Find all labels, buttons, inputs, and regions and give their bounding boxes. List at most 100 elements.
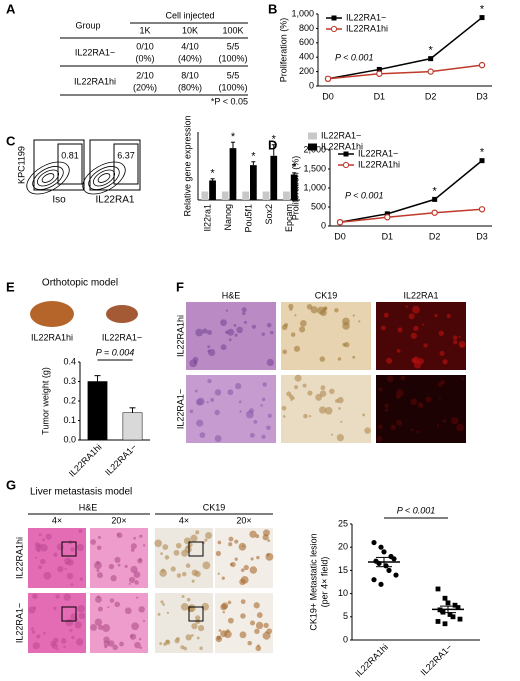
contour: [41, 173, 55, 183]
flow-plot: [33, 139, 85, 191]
texture: [319, 390, 327, 397]
texture: [191, 634, 194, 637]
series-line: [339, 208, 483, 223]
texture: [207, 379, 212, 384]
texture: [338, 407, 341, 410]
texture: [96, 545, 102, 551]
texture: [306, 304, 313, 310]
texture: [36, 634, 41, 639]
texture: [380, 325, 386, 331]
table-cell: 8/10: [181, 70, 199, 80]
texture: [142, 619, 146, 623]
texture: [195, 530, 200, 535]
contour: [32, 166, 64, 190]
bar: [283, 191, 290, 200]
texture: [217, 540, 222, 545]
point: [384, 211, 390, 217]
texture: [194, 389, 198, 393]
table-cell: (100%): [218, 82, 247, 92]
texture: [423, 343, 428, 348]
texture: [229, 563, 233, 566]
y-tick-label: 5: [343, 611, 348, 621]
texture: [247, 640, 252, 646]
texture: [242, 311, 246, 316]
texture: [446, 314, 451, 319]
texture: [228, 542, 233, 547]
texture: [180, 603, 189, 611]
texture: [138, 606, 145, 613]
texture: [166, 611, 170, 615]
texture: [294, 374, 302, 382]
texture: [413, 361, 422, 369]
texture: [240, 575, 249, 584]
texture: [160, 552, 163, 555]
gate-value: 6.37: [117, 150, 135, 160]
tumor-label: IL22RA1−: [102, 332, 142, 342]
texture: [260, 404, 263, 407]
texture: [266, 425, 271, 430]
bar: [270, 155, 278, 200]
y-tick-label: 2,000: [303, 144, 326, 154]
panel-letter: C: [6, 133, 16, 148]
gate: [113, 143, 139, 185]
texture: [214, 409, 220, 416]
row-label: IL22RA1−: [75, 47, 115, 57]
y-axis-label: Proliferation (%): [278, 18, 288, 83]
texture: [176, 573, 182, 578]
texture: [45, 533, 52, 540]
texture: [32, 593, 38, 600]
texture: [234, 539, 239, 544]
texture: [199, 646, 203, 651]
texture: [134, 580, 139, 585]
texture: [234, 333, 238, 337]
table-header: Group: [75, 20, 100, 30]
texture: [210, 397, 215, 402]
texture: [460, 344, 464, 348]
point: [393, 572, 399, 578]
texture: [240, 599, 246, 605]
texture: [70, 547, 75, 552]
zoom-box: [61, 606, 77, 622]
texture: [334, 308, 339, 313]
x-tick-label: IL22RA1hi: [67, 442, 104, 479]
texture: [215, 635, 223, 643]
texture: [109, 598, 115, 603]
texture: [319, 356, 326, 362]
texture: [411, 357, 417, 364]
texture: [173, 549, 180, 556]
texture: [290, 398, 293, 402]
texture: [180, 645, 185, 650]
texture: [75, 638, 84, 646]
texture: [119, 641, 124, 647]
panel-letter: F: [176, 279, 184, 294]
texture: [160, 600, 164, 604]
annotation: P < 0.001: [335, 52, 373, 62]
texture: [220, 630, 228, 638]
texture: [53, 637, 59, 643]
texture: [159, 642, 163, 645]
texture: [159, 569, 167, 577]
texture: [227, 389, 234, 396]
point: [384, 214, 391, 221]
texture: [38, 565, 43, 570]
point: [445, 600, 451, 606]
texture: [193, 360, 198, 365]
significance: *: [292, 162, 297, 174]
texture: [376, 435, 383, 442]
texture: [142, 544, 146, 547]
texture: [124, 607, 132, 615]
texture: [228, 536, 234, 542]
texture: [299, 319, 307, 327]
texture: [256, 555, 260, 560]
x-tick-label: Sox2: [264, 204, 274, 225]
texture: [302, 383, 307, 388]
y-axis-label: Relative gene expression: [182, 115, 192, 216]
texture: [154, 539, 163, 548]
texture: [76, 543, 85, 552]
texture: [69, 628, 73, 632]
footnote: *P < 0.05: [211, 96, 248, 106]
legend-label: IL22RA1−: [346, 12, 386, 22]
texture: [107, 606, 110, 609]
texture: [434, 313, 438, 318]
point: [452, 602, 458, 608]
